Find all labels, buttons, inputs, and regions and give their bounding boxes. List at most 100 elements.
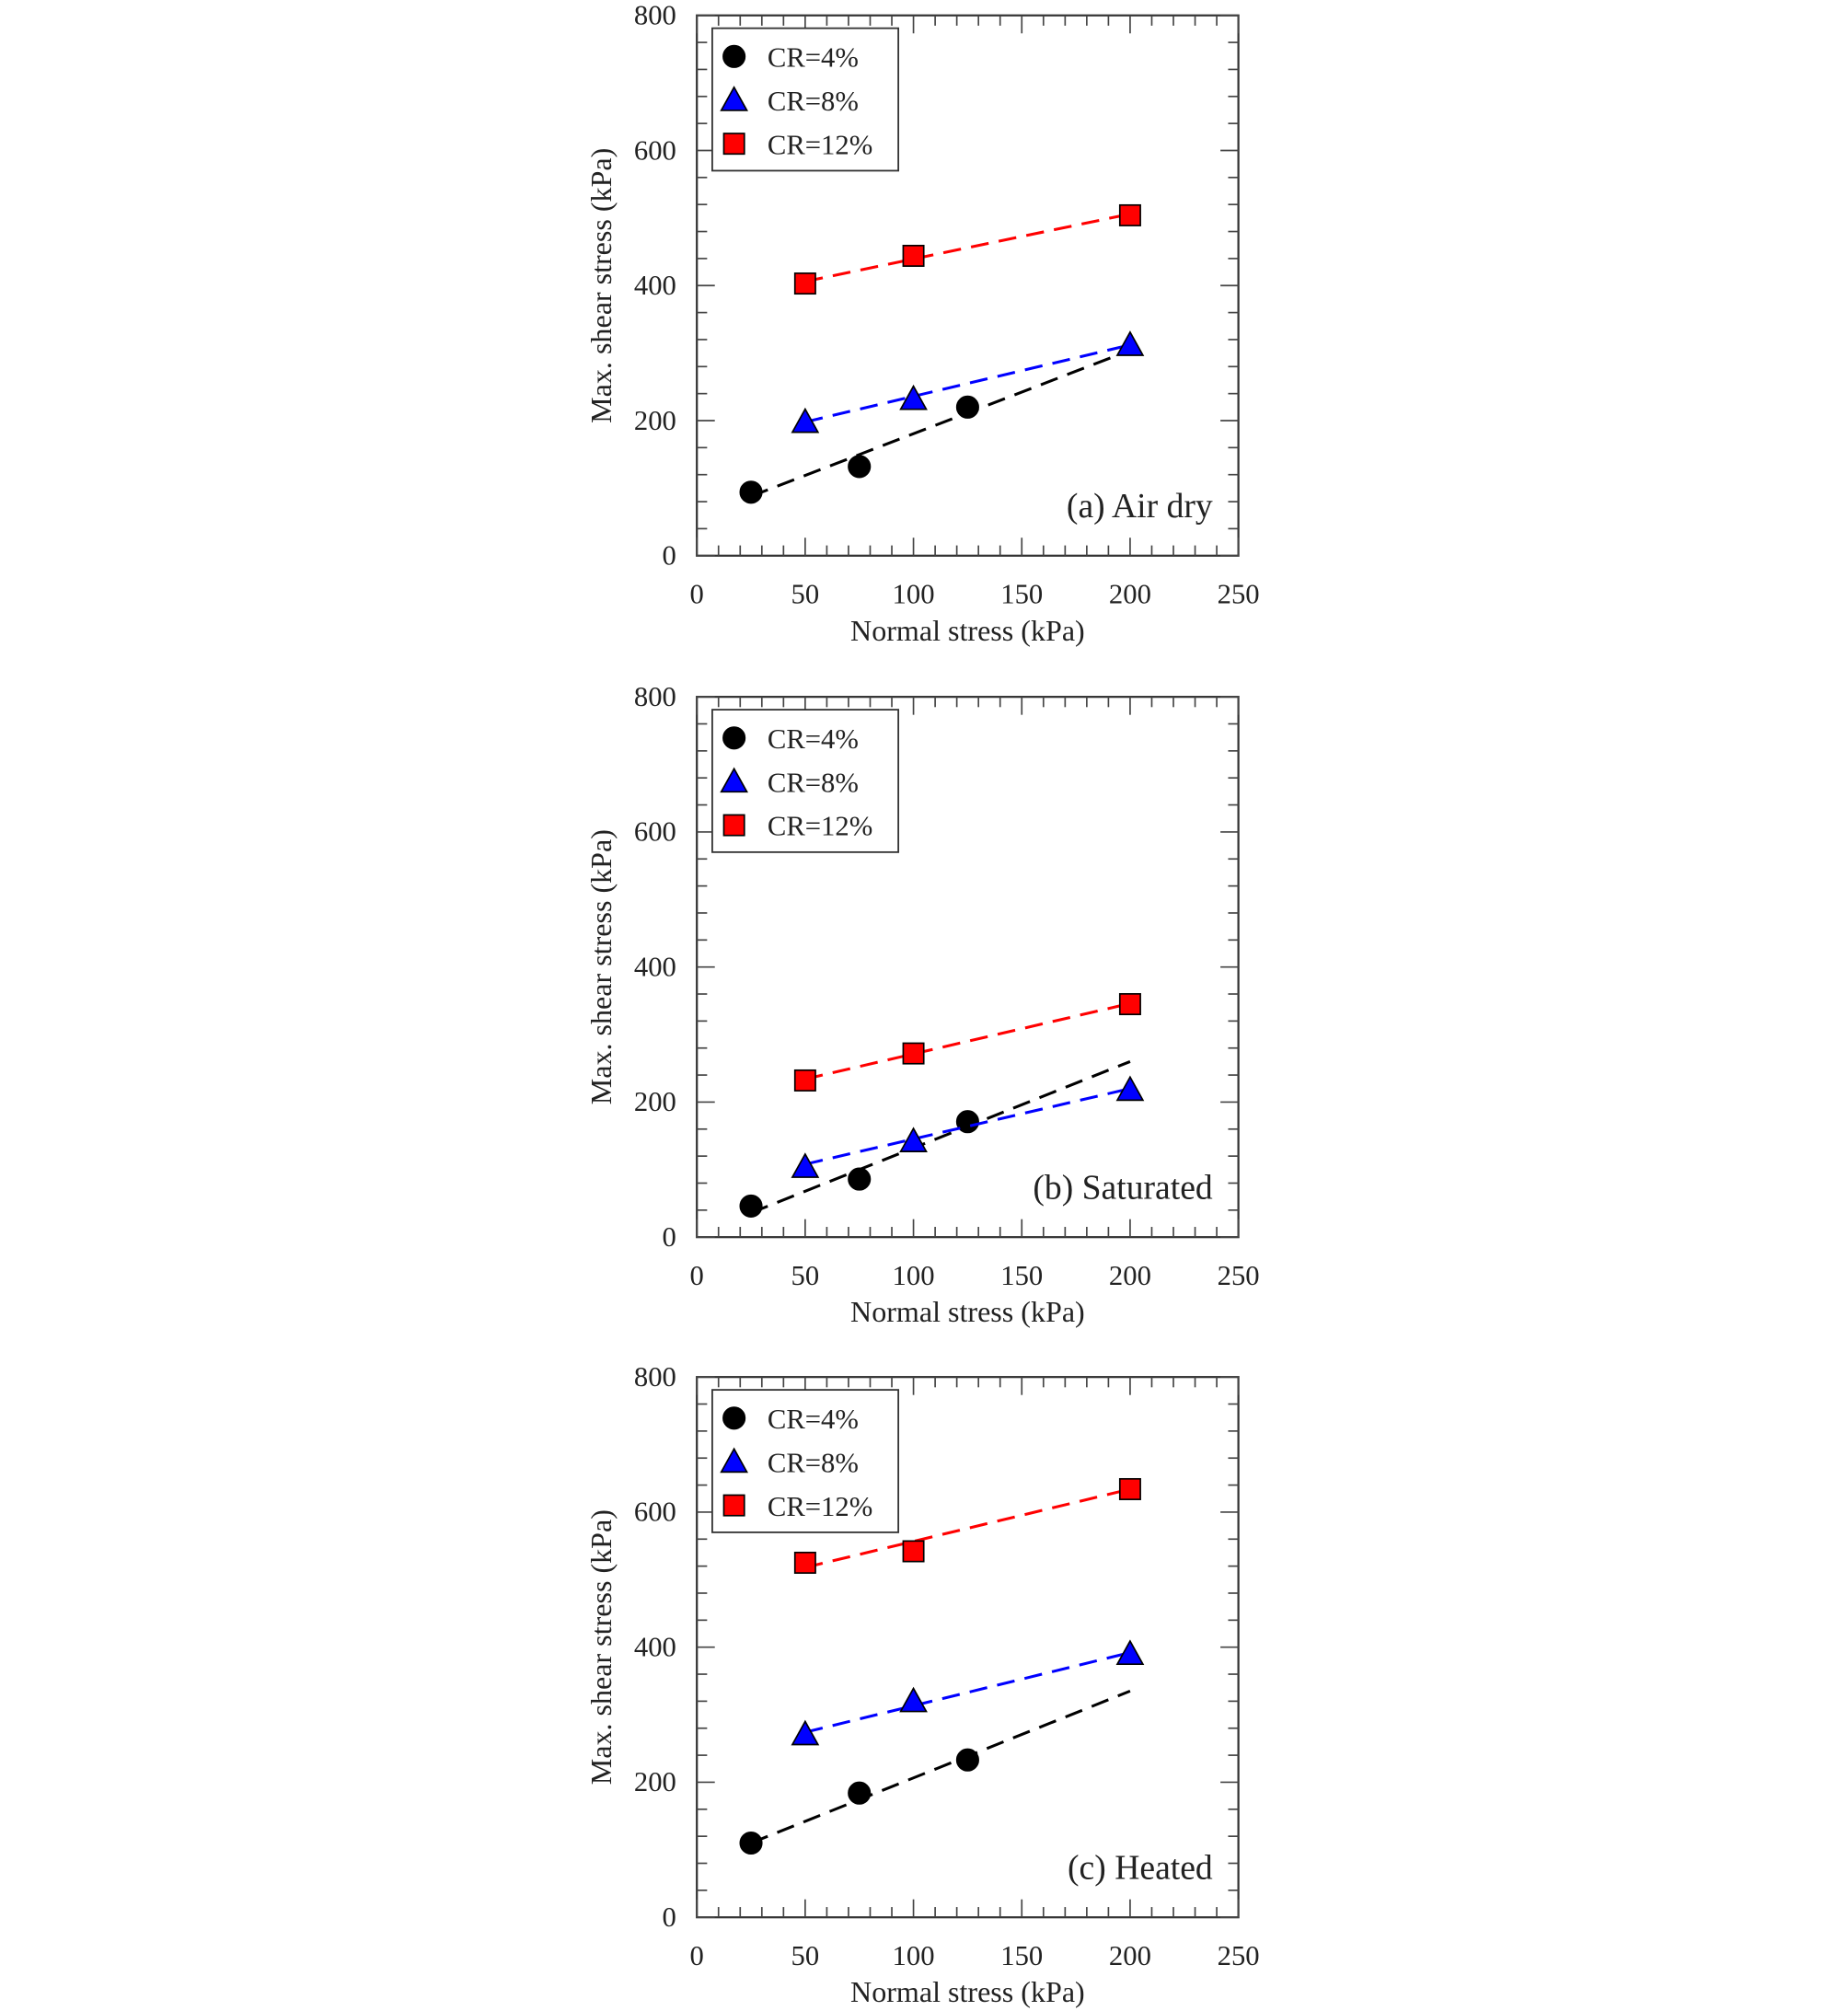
y-tick-label: 400 xyxy=(634,1631,676,1662)
legend-marker xyxy=(722,44,746,68)
legend-label: CR=8% xyxy=(768,767,859,798)
data-point xyxy=(899,1127,928,1152)
series-CR=12% xyxy=(793,1477,1141,1574)
series-CR=4% xyxy=(739,349,1131,504)
data-point xyxy=(791,1152,820,1178)
panel-0: 0 50 100 150 200 250 0 200 400 600 800 Normal stres… xyxy=(584,0,1260,647)
y-tick-label: 200 xyxy=(634,405,676,436)
data-point xyxy=(902,1042,925,1065)
y-tick-label: 400 xyxy=(634,270,676,301)
x-tick-label: 200 xyxy=(1109,1260,1151,1291)
data-point xyxy=(793,1069,816,1092)
series-CR=12% xyxy=(793,203,1141,295)
legend: CR=4% CR=8% CR=12% xyxy=(711,27,900,172)
series-CR=8% xyxy=(791,330,1145,433)
y-tick-label: 0 xyxy=(663,1901,676,1933)
x-tick-label: 0 xyxy=(690,578,704,609)
x-tick-label: 150 xyxy=(1000,1940,1043,1971)
y-tick-label: 600 xyxy=(634,1497,676,1528)
legend-marker xyxy=(722,133,745,156)
legend: CR=4% CR=8% CR=12% xyxy=(711,1389,900,1533)
fit-line xyxy=(750,349,1131,498)
panel-label: (a) Air dry xyxy=(1067,487,1213,526)
data-point xyxy=(793,272,816,295)
legend-marker xyxy=(720,86,748,111)
legend-marker xyxy=(722,726,746,750)
y-axis-label: Max. shear stress (kPa) xyxy=(584,829,618,1104)
series-CR=8% xyxy=(791,1075,1145,1178)
legend: CR=4% CR=8% CR=12% xyxy=(711,709,900,853)
x-tick-label: 0 xyxy=(690,1940,704,1971)
y-tick-label: 800 xyxy=(634,1361,676,1393)
y-tick-label: 800 xyxy=(634,0,676,30)
x-tick-label: 150 xyxy=(1000,1260,1043,1291)
series-CR=8% xyxy=(791,1639,1145,1746)
y-tick-label: 800 xyxy=(634,681,676,712)
x-tick-label: 100 xyxy=(893,578,935,609)
legend-marker xyxy=(722,1406,746,1430)
series-CR=4% xyxy=(739,1689,1131,1855)
data-point xyxy=(791,407,820,433)
legend-label: CR=12% xyxy=(768,811,872,842)
data-point xyxy=(848,1781,872,1805)
data-point xyxy=(791,1719,820,1746)
x-axis-label: Normal stress (kPa) xyxy=(850,614,1085,647)
data-point xyxy=(793,1551,816,1574)
data-point xyxy=(739,480,763,504)
data-point xyxy=(848,455,872,479)
data-point xyxy=(899,1686,928,1713)
legend-marker xyxy=(722,814,745,837)
x-axis-label: Normal stress (kPa) xyxy=(850,1975,1085,2008)
fit-line xyxy=(750,1059,1131,1215)
legend-label: CR=4% xyxy=(768,723,859,755)
y-tick-label: 200 xyxy=(634,1766,676,1797)
panel-2: 0 50 100 150 200 250 0 200 400 600 800 Normal stres… xyxy=(584,1361,1260,2008)
x-tick-label: 100 xyxy=(893,1940,935,1971)
series-CR=4% xyxy=(739,1059,1131,1218)
x-tick-label: 0 xyxy=(690,1260,704,1291)
panel-1: 0 50 100 150 200 250 0 200 400 600 800 Normal stres… xyxy=(584,681,1260,1328)
data-point xyxy=(955,1748,979,1772)
x-tick-label: 250 xyxy=(1218,1940,1260,1971)
legend-marker xyxy=(720,767,748,793)
legend-label: CR=4% xyxy=(768,42,859,74)
data-point xyxy=(1115,1075,1145,1102)
x-axis-label: Normal stress (kPa) xyxy=(850,1295,1085,1328)
data-point xyxy=(902,244,925,267)
series-CR=12% xyxy=(793,993,1141,1092)
y-tick-label: 200 xyxy=(634,1086,676,1117)
x-tick-label: 250 xyxy=(1218,1260,1260,1291)
y-tick-label: 600 xyxy=(634,816,676,848)
legend-label: CR=12% xyxy=(768,1491,872,1522)
y-axis-label: Max. shear stress (kPa) xyxy=(584,148,618,423)
y-tick-label: 400 xyxy=(634,951,676,982)
data-point xyxy=(848,1167,872,1191)
y-tick-label: 0 xyxy=(663,1221,676,1253)
legend-label: CR=12% xyxy=(768,129,872,160)
data-point xyxy=(1118,203,1141,226)
y-tick-label: 600 xyxy=(634,134,676,166)
data-point xyxy=(1115,1639,1145,1666)
legend-label: CR=4% xyxy=(768,1404,859,1435)
data-point xyxy=(955,1110,979,1134)
legend-marker xyxy=(722,1494,745,1517)
y-axis-label: Max. shear stress (kPa) xyxy=(584,1509,618,1785)
data-point xyxy=(1115,330,1145,356)
x-tick-label: 200 xyxy=(1109,578,1151,609)
fit-line xyxy=(804,1651,1131,1734)
y-tick-label: 0 xyxy=(663,540,676,572)
fit-line xyxy=(750,1689,1131,1844)
data-point xyxy=(955,395,979,419)
data-point xyxy=(1118,1477,1141,1500)
data-point xyxy=(1118,993,1141,1016)
legend-label: CR=8% xyxy=(768,86,859,117)
data-point xyxy=(739,1831,763,1855)
fit-line xyxy=(804,212,1131,283)
x-tick-label: 50 xyxy=(791,1940,820,1971)
fit-line xyxy=(804,1001,1131,1081)
x-tick-label: 150 xyxy=(1000,578,1043,609)
panel-label: (c) Heated xyxy=(1068,1848,1213,1887)
x-tick-label: 200 xyxy=(1109,1940,1151,1971)
x-tick-label: 50 xyxy=(791,578,820,609)
